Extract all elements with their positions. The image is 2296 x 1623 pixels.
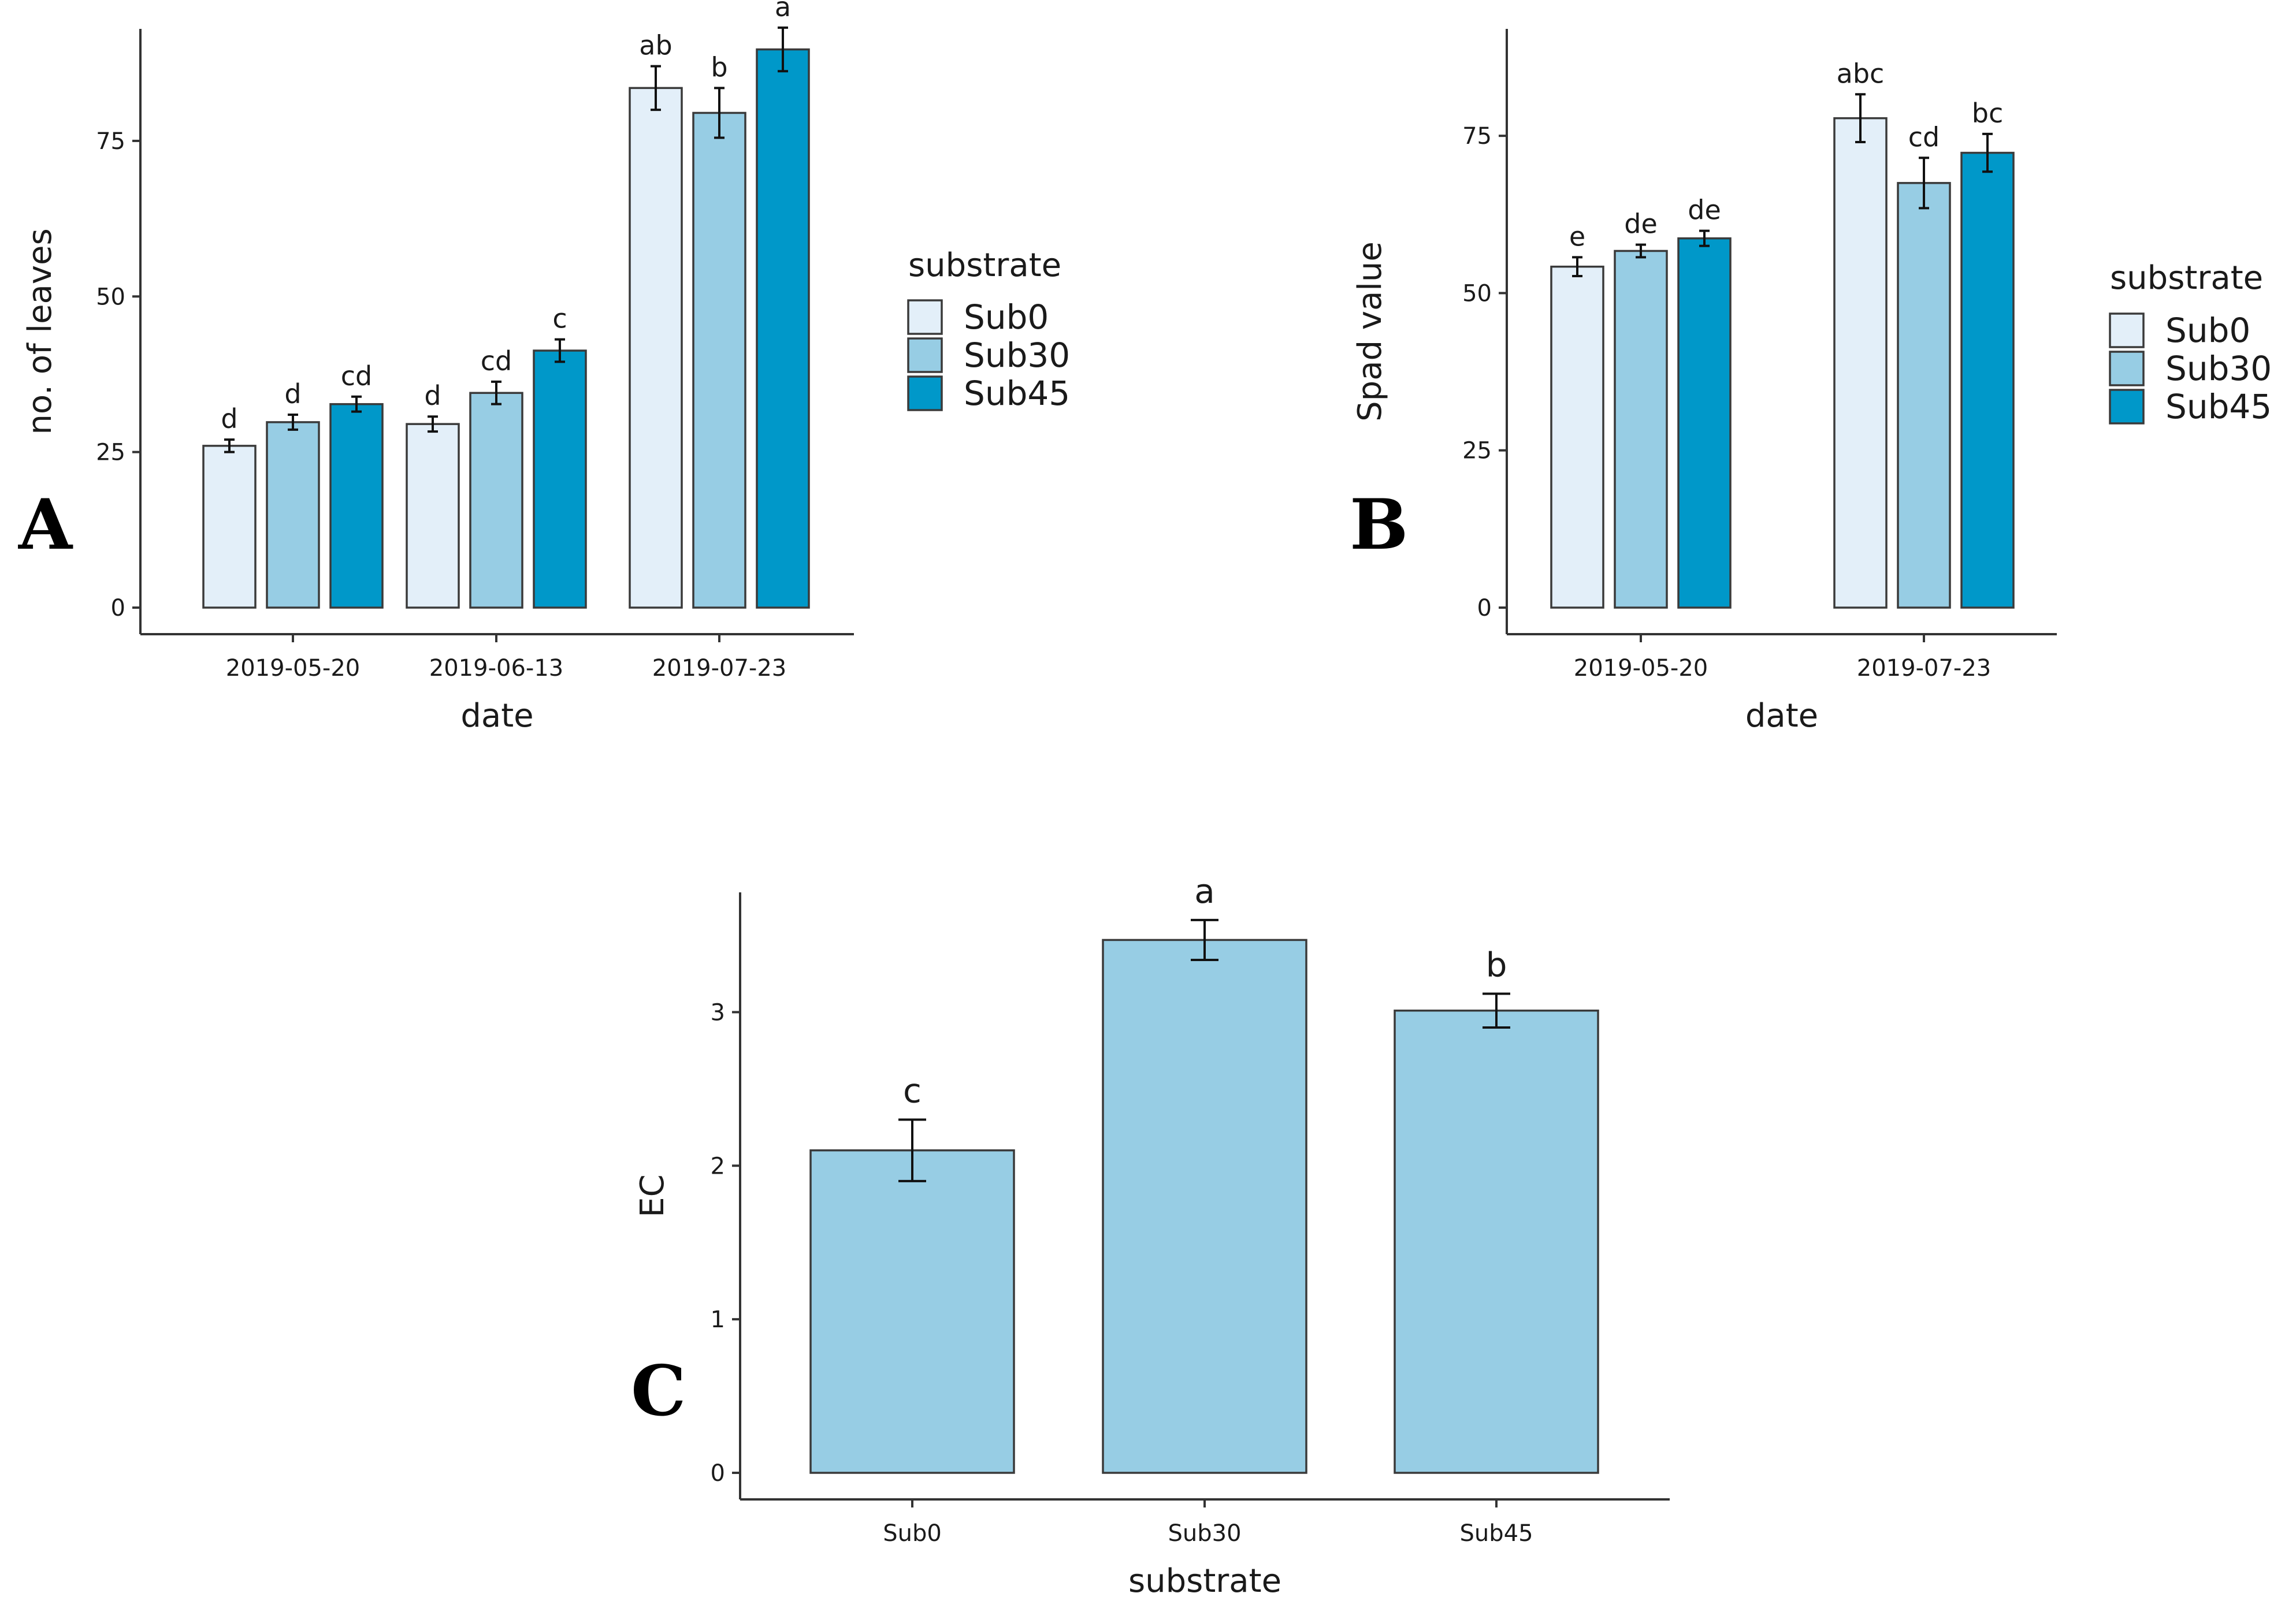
bar-sub0 (406, 423, 460, 609)
panel-label: A (18, 484, 73, 565)
legend-label: Sub0 (2165, 311, 2250, 350)
y-axis-title: Spad value (1351, 241, 1389, 422)
y-tick-label: 3 (711, 999, 725, 1026)
legend-label: Sub30 (2165, 349, 2272, 388)
legend-swatch (2109, 389, 2145, 425)
significance-label: cd (481, 345, 512, 377)
y-tick-label: 75 (1462, 123, 1492, 150)
bar-sub0 (1833, 117, 1888, 609)
significance-label: bc (1972, 98, 2004, 129)
legend-swatch (907, 375, 943, 411)
significance-label: e (1569, 221, 1585, 252)
significance-label: a (1194, 872, 1215, 911)
bar-sub45 (1394, 1009, 1599, 1474)
significance-label: abc (1837, 58, 1885, 89)
x-axis-title: date (460, 697, 533, 735)
y-tick-label: 2 (711, 1153, 725, 1179)
significance-label: b (711, 51, 727, 83)
bar-sub30 (1102, 939, 1307, 1474)
y-axis-title: EC (634, 1174, 671, 1217)
significance-label: b (1486, 945, 1507, 984)
x-axis-title: substrate (1128, 1562, 1281, 1600)
bar-sub30 (266, 421, 320, 609)
x-tick-label: 2019-05-20 (226, 655, 360, 682)
significance-label: d (221, 403, 237, 434)
y-tick-label: 1 (711, 1306, 725, 1333)
panel-a-chart: 0 25 50 75 2019-05-20 2019-06-13 2019-07-23 dat… (18, 0, 1070, 735)
legend-swatch (2109, 312, 2145, 348)
significance-label: cd (1908, 121, 1940, 152)
x-tick-label: Sub0 (883, 1520, 942, 1547)
significance-label: cd (341, 360, 373, 392)
legend-label: Sub45 (964, 374, 1070, 413)
y-tick-label: 0 (1477, 595, 1492, 621)
x-tick-label: 2019-06-13 (429, 655, 563, 682)
panel-b-chart: 0 25 50 75 2019-05-20 2019-07-23 date Spad valu… (1350, 29, 2272, 735)
bar-sub0 (202, 445, 257, 609)
x-tick-label: 2019-05-20 (1574, 655, 1708, 682)
panel-c-chart: 0 1 2 3 Sub0 Sub30 Sub45 substrate EC Cc a b (631, 872, 1670, 1600)
legend-swatch (907, 337, 943, 373)
significance-label: c (552, 303, 567, 334)
significance-label: d (424, 380, 441, 411)
legend-label: Sub45 (2165, 387, 2272, 426)
bar-sub45 (533, 349, 587, 609)
x-tick-label: 2019-07-23 (652, 655, 786, 682)
significance-label: de (1624, 209, 1658, 240)
bar-sub45 (756, 48, 810, 609)
legend-label: Sub0 (964, 297, 1049, 337)
x-tick-label: 2019-07-23 (1857, 655, 1991, 682)
y-tick-label: 25 (96, 440, 125, 466)
legend-title: substrate (2110, 259, 2263, 297)
panel-label: B (1350, 484, 1408, 565)
panel-label: C (631, 1350, 686, 1432)
y-tick-label: 0 (111, 595, 125, 621)
bar-sub30 (1897, 182, 1951, 609)
significance-label: de (1688, 195, 1721, 226)
x-tick-label: Sub45 (1459, 1520, 1533, 1547)
bar-sub30 (469, 392, 523, 609)
legend-swatch (907, 299, 943, 335)
bar-sub0 (629, 87, 683, 609)
legend-swatch (2109, 351, 2145, 386)
bar-sub45 (1960, 151, 2015, 609)
bar-sub30 (692, 111, 746, 609)
y-tick-label: 0 (711, 1460, 725, 1487)
significance-label: d (284, 378, 301, 410)
bar-sub0 (1550, 265, 1604, 609)
x-axis-title: date (1745, 697, 1818, 735)
y-tick-label: 25 (1462, 438, 1492, 464)
significance-label: c (903, 1071, 922, 1110)
bar-sub30 (1614, 250, 1668, 609)
bar-sub0 (809, 1149, 1015, 1474)
y-tick-label: 75 (96, 128, 125, 155)
x-tick-label: Sub30 (1168, 1520, 1241, 1547)
legend-title: substrate (908, 247, 1061, 284)
legend-label: Sub30 (964, 336, 1070, 375)
significance-label: ab (639, 30, 672, 61)
bar-sub45 (1677, 237, 1732, 609)
bar-sub45 (329, 403, 384, 609)
y-tick-label: 50 (1462, 280, 1492, 307)
y-axis-title: no. of leaves (21, 228, 59, 434)
significance-label: a (775, 0, 791, 23)
y-tick-label: 50 (96, 284, 125, 310)
